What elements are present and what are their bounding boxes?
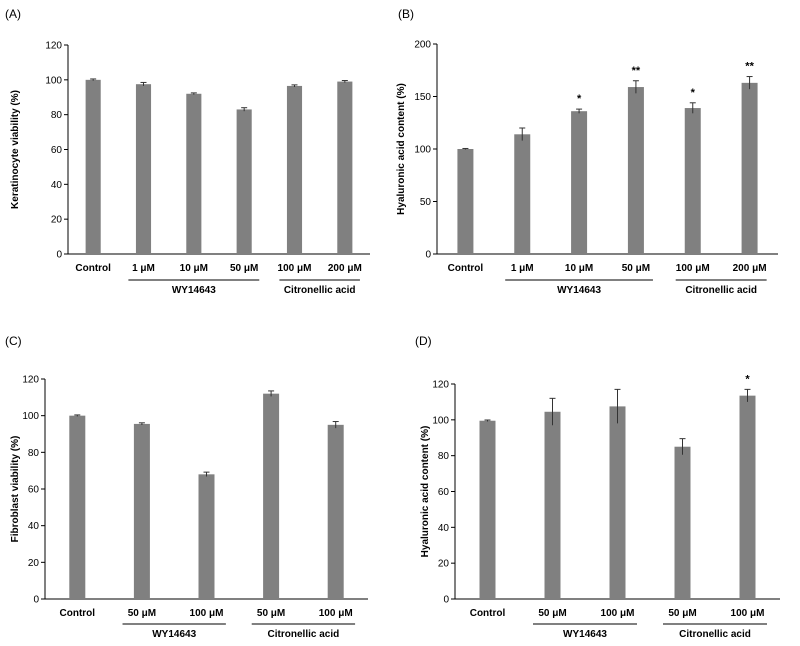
panel-label: (C): [5, 334, 22, 348]
bar: [133, 423, 150, 599]
panel-label: (A): [5, 7, 21, 21]
bar: [186, 93, 202, 255]
bar: [135, 84, 152, 254]
y-axis-label: Hyaluronic acid content (%): [396, 83, 407, 215]
y-tick-label: 60: [438, 487, 450, 498]
bar: [544, 411, 561, 599]
bar: [514, 134, 531, 254]
bar: [479, 420, 496, 599]
significance-marker: *: [691, 87, 696, 99]
x-tick-label: 100 μM: [601, 608, 635, 619]
bar: [263, 393, 280, 599]
x-tick-label: 1 μM: [511, 263, 534, 274]
x-tick-label: 50 μM: [128, 608, 156, 619]
y-tick-label: 100: [22, 411, 39, 422]
bar: [236, 109, 252, 254]
group-label: Citronellic acid: [679, 629, 751, 640]
significance-marker: *: [577, 93, 582, 105]
y-tick-label: 80: [28, 448, 40, 459]
y-tick-label: 150: [414, 92, 431, 103]
panel-label: (D): [415, 334, 432, 348]
y-axis-label: Keratinocyte viability (%): [10, 90, 21, 209]
bar: [286, 85, 303, 254]
group-label: WY14643: [557, 285, 601, 296]
x-tick-label: 100 μM: [319, 608, 353, 619]
x-tick-label: 50 μM: [668, 608, 696, 619]
bar: [627, 87, 644, 254]
x-tick-label: 1 μM: [132, 263, 155, 274]
y-tick-label: 40: [438, 523, 450, 534]
significance-marker: **: [745, 61, 754, 73]
y-tick-label: 40: [51, 180, 63, 191]
bar: [684, 108, 701, 254]
panel-label: (B): [398, 7, 414, 21]
bar: [69, 415, 86, 599]
y-tick-label: 0: [425, 250, 431, 261]
y-tick-label: 0: [443, 595, 449, 606]
x-tick-label: 200 μM: [733, 263, 767, 274]
x-tick-label: 200 μM: [328, 263, 362, 274]
group-label: Citronellic acid: [685, 285, 757, 296]
bar: [327, 424, 344, 599]
x-tick-label: 100 μM: [676, 263, 710, 274]
y-tick-label: 100: [432, 415, 449, 426]
significance-marker: *: [745, 373, 750, 385]
group-label: Citronellic acid: [268, 629, 340, 640]
x-tick-label: 50 μM: [230, 263, 258, 274]
bar: [337, 81, 353, 254]
x-tick-label: 10 μM: [565, 263, 593, 274]
group-label: Citronellic acid: [284, 285, 356, 296]
y-tick-label: 120: [22, 375, 39, 386]
bar: [85, 79, 101, 254]
x-tick-label: Control: [448, 263, 484, 274]
x-tick-label: Control: [75, 263, 111, 274]
y-tick-label: 120: [45, 41, 62, 52]
y-tick-label: 20: [51, 215, 63, 226]
group-label: WY14643: [172, 285, 216, 296]
x-tick-label: 10 μM: [180, 263, 208, 274]
group-label: WY14643: [152, 629, 196, 640]
y-tick-label: 0: [33, 595, 39, 606]
bar: [741, 82, 758, 254]
y-tick-label: 200: [414, 40, 431, 51]
y-tick-label: 120: [432, 380, 449, 391]
y-tick-label: 80: [51, 110, 63, 121]
y-tick-label: 80: [438, 451, 450, 462]
y-axis-label: Fibroblast viability (%): [10, 436, 21, 543]
x-tick-label: 50 μM: [622, 263, 650, 274]
bar: [198, 474, 215, 599]
x-tick-label: 50 μM: [257, 608, 285, 619]
bar: [571, 111, 588, 254]
y-tick-label: 40: [28, 521, 40, 532]
y-tick-label: 20: [438, 559, 450, 570]
x-tick-label: 50 μM: [538, 608, 566, 619]
y-tick-label: 100: [45, 75, 62, 86]
x-tick-label: Control: [60, 608, 96, 619]
x-tick-label: Control: [470, 608, 506, 619]
y-tick-label: 0: [56, 250, 62, 261]
bar: [674, 446, 691, 599]
x-tick-label: 100 μM: [731, 608, 765, 619]
bar: [739, 395, 756, 599]
y-tick-label: 100: [414, 145, 431, 156]
bar: [457, 149, 474, 254]
y-tick-label: 20: [28, 558, 40, 569]
y-tick-label: 50: [420, 197, 432, 208]
x-tick-label: 100 μM: [190, 608, 224, 619]
x-tick-label: 100 μM: [278, 263, 312, 274]
y-axis-label: Hyaluronic acid content (%): [420, 426, 431, 558]
significance-marker: **: [632, 65, 641, 77]
y-tick-label: 60: [28, 485, 40, 496]
bar: [609, 406, 626, 599]
y-tick-label: 60: [51, 145, 63, 156]
group-label: WY14643: [563, 629, 607, 640]
